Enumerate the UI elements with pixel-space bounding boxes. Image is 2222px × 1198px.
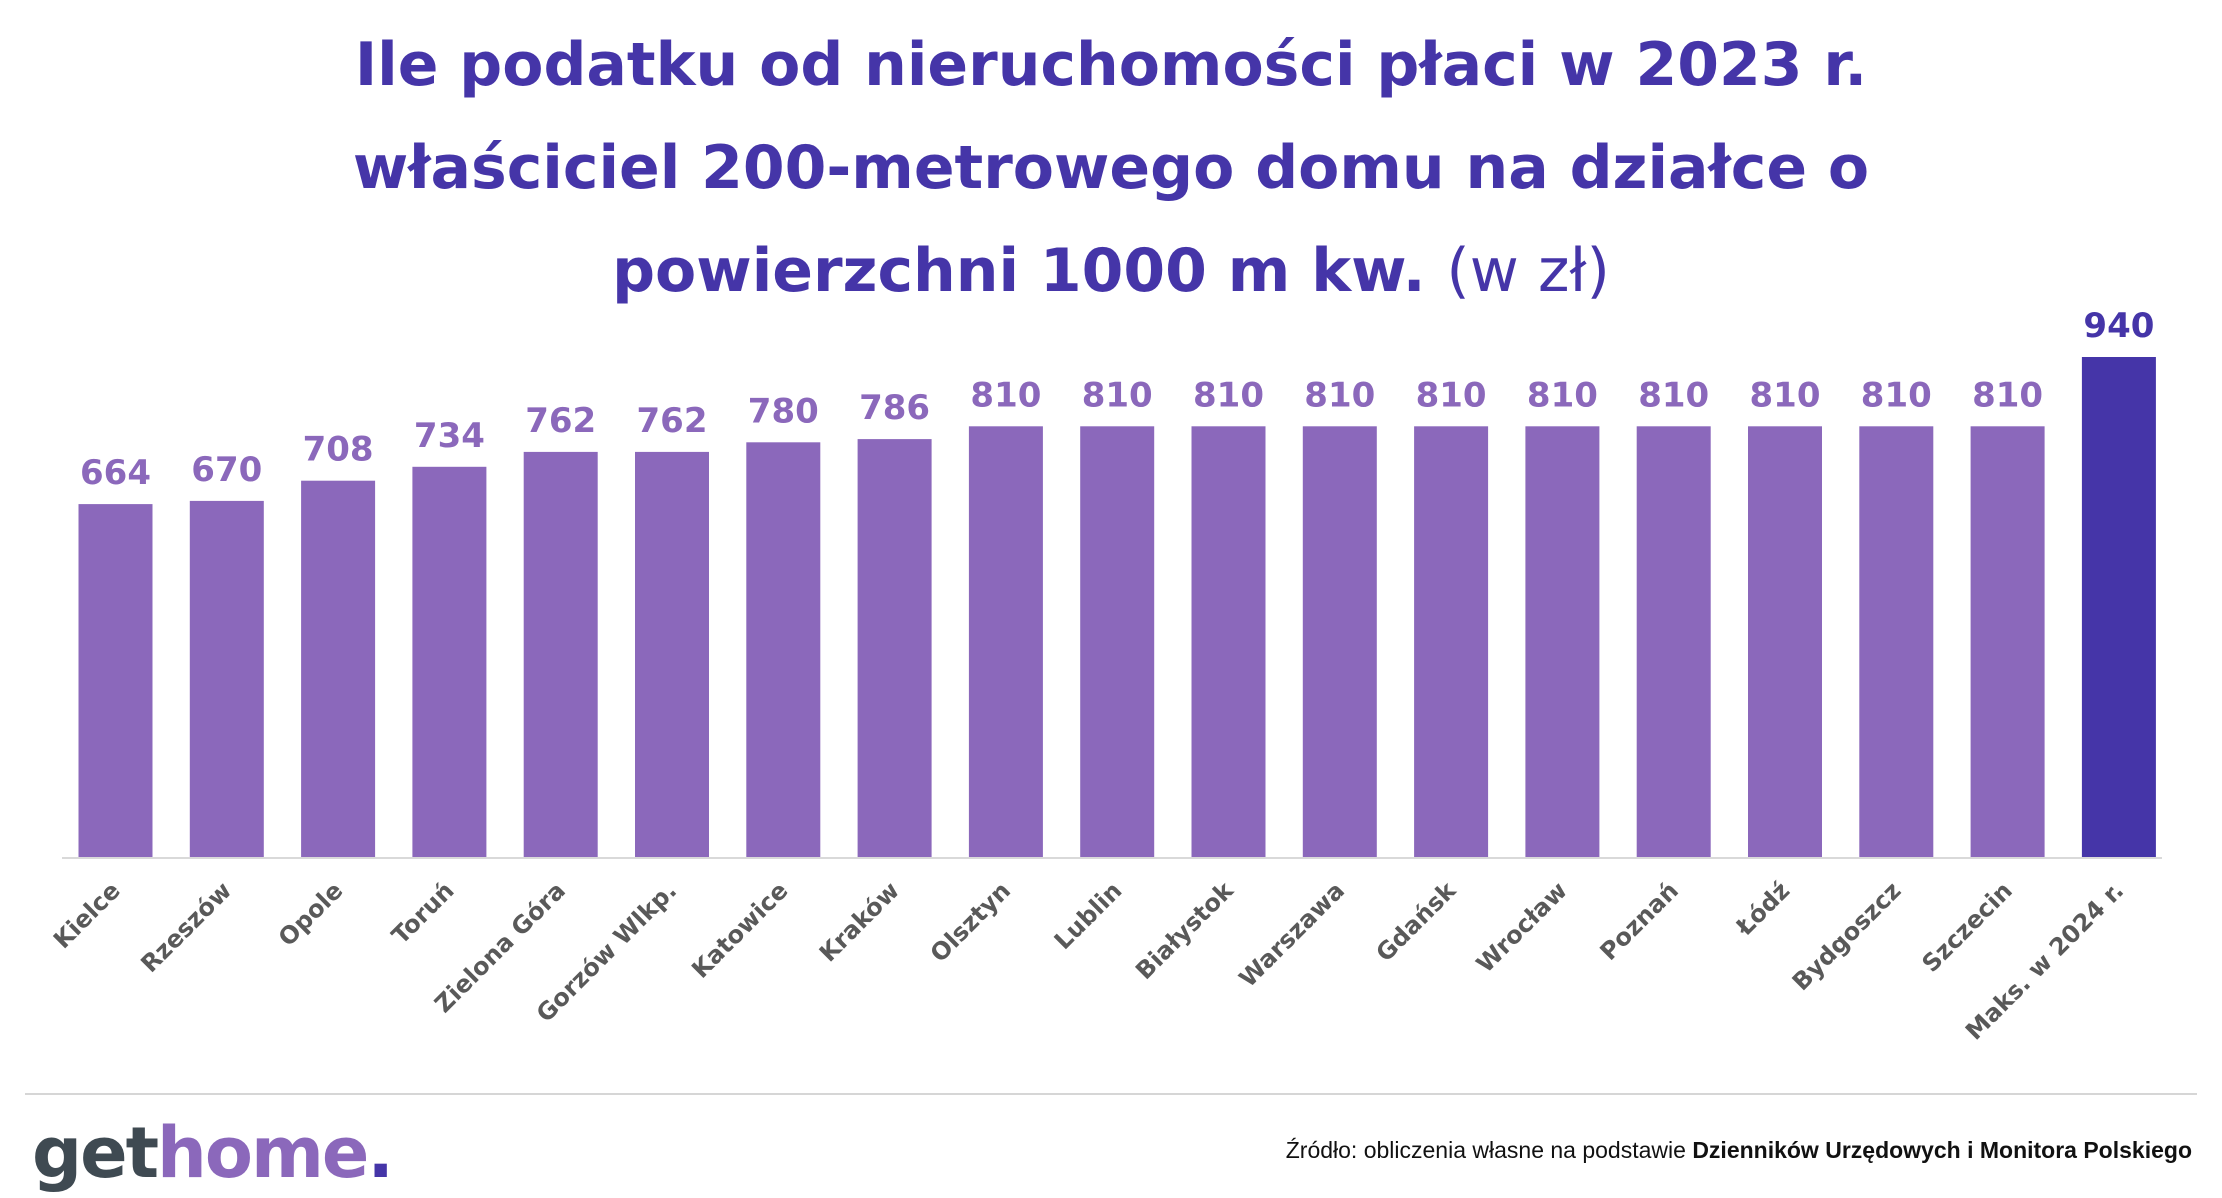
title-unit: (w zł) (1446, 236, 1610, 306)
bar-torun (412, 466, 487, 858)
source-prefix: Źródło: obliczenia własne na podstawie (1285, 1137, 1693, 1163)
bar-opole (301, 480, 376, 858)
value-label-torun: 734 (414, 416, 485, 456)
category-label-wroclaw: Wrocław (1471, 876, 1573, 978)
bars-group (78, 357, 2156, 858)
category-label-bydgoszcz: Bydgoszcz (1787, 876, 1907, 996)
value-label-rzeszow: 670 (191, 450, 262, 490)
bar-lublin (1080, 426, 1155, 858)
value-label-bydgoszcz: 810 (1861, 375, 1932, 415)
bar-poznan (1636, 426, 1711, 858)
footer-divider (25, 1093, 2197, 1095)
bar-katowice (746, 442, 821, 858)
source-bold: Dzienników Urzędowych i Monitora Polskie… (1692, 1137, 2192, 1163)
category-label-poznan: Poznań (1595, 876, 1684, 965)
value-label-katowice: 780 (748, 391, 819, 431)
logo-get: get (32, 1112, 159, 1194)
category-label-krakow: Kraków (814, 876, 905, 967)
bar-gorzow-wlkp (635, 451, 709, 858)
source-note: Źródło: obliczenia własne na podstawie D… (1286, 1130, 2192, 1170)
value-label-gdansk: 810 (1416, 375, 1487, 415)
bar-lodz (1748, 426, 1822, 858)
category-label-torun: Toruń (386, 876, 459, 949)
category-label-rzeszow: Rzeszów (135, 876, 237, 978)
category-label-opole: Opole (273, 876, 348, 951)
bar-bialystok (1191, 426, 1266, 858)
bar-chart: 664 670 708 734 762 762 780 786 810 810 810 810 810 8… (48, 306, 2162, 1046)
chart-title: Ile podatku od nieruchomości płaci w 202… (0, 14, 2222, 323)
value-label-szczecin: 810 (1972, 375, 2043, 415)
value-label-opole: 708 (303, 430, 374, 470)
bar-olsztyn (968, 426, 1043, 858)
bar-warszawa (1302, 426, 1377, 858)
value-label-kielce: 664 (80, 453, 151, 493)
title-line-3: powierzchni 1000 m kw. (w zł) (0, 220, 2222, 323)
gethome-logo[interactable]: gethome. (32, 1108, 394, 1198)
bar-szczecin (1970, 426, 2045, 858)
title-line-3-text: powierzchni 1000 m kw. (612, 236, 1426, 306)
category-label-gdansk: Gdańsk (1371, 876, 1463, 968)
category-label-katowice: Katowice (686, 876, 793, 983)
bar-rzeszow (189, 500, 264, 858)
value-label-lodz: 810 (1750, 375, 1821, 415)
value-label-olsztyn: 810 (970, 375, 1041, 415)
title-line-1: Ile podatku od nieruchomości płaci w 202… (354, 30, 1868, 100)
value-label-krakow: 786 (859, 388, 930, 428)
value-label-gorzow-wlkp: 762 (637, 401, 708, 441)
logo-home: home (157, 1112, 369, 1194)
value-label-zielona-gora: 762 (525, 401, 596, 441)
category-label-lublin: Lublin (1049, 876, 1128, 955)
bar-kielce (78, 504, 153, 858)
title-line-2: właściciel 200-metrowego domu na działce… (352, 133, 1870, 203)
value-label-maks-w-2024-r: 940 (2083, 306, 2154, 346)
logo-dot: . (367, 1112, 394, 1194)
bar-zielona-gora (523, 451, 598, 858)
category-label-lodz: Łódź (1729, 876, 1795, 942)
value-label-warszawa: 810 (1304, 375, 1375, 415)
category-label-bialystok: Białystok (1130, 876, 1239, 985)
bar-maks-w-2024-r (2081, 357, 2156, 858)
category-label-kielce: Kielce (48, 876, 126, 954)
value-label-wroclaw: 810 (1527, 375, 1598, 415)
value-labels-group: 664 670 708 734 762 762 780 786 810 810 810 810 810 8… (80, 306, 2154, 493)
value-label-bialystok: 810 (1193, 375, 1264, 415)
value-label-lublin: 810 (1082, 375, 1153, 415)
category-label-olsztyn: Olsztyn (925, 876, 1016, 967)
bar-bydgoszcz (1859, 426, 1934, 858)
bar-krakow (857, 439, 932, 858)
bar-gdansk (1414, 426, 1489, 858)
category-label-szczecin: Szczecin (1917, 876, 2018, 977)
category-label-warszawa: Warszawa (1234, 876, 1350, 992)
value-label-poznan: 810 (1638, 375, 1709, 415)
bar-wroclaw (1525, 426, 1600, 858)
